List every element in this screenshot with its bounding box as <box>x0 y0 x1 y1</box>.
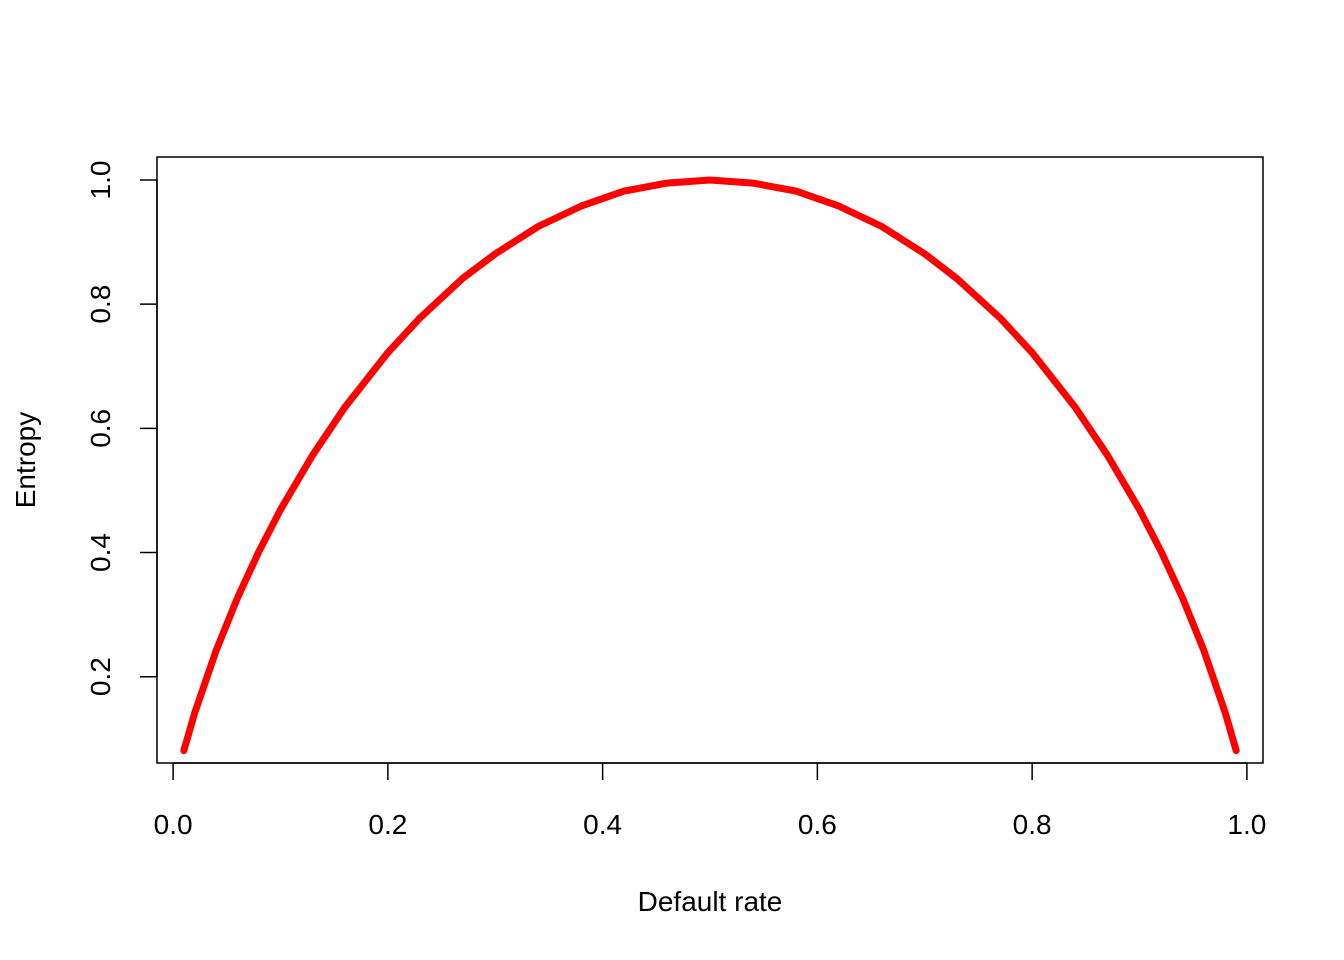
x-axis-title: Default rate <box>638 886 783 917</box>
x-axis: 0.0 0.2 0.4 0.6 0.8 1.0 <box>154 762 1266 840</box>
y-axis-title: Entropy <box>10 412 41 509</box>
y-tick-label: 0.8 <box>85 285 116 324</box>
y-tick-label: 0.2 <box>85 657 116 696</box>
series-layer <box>180 176 1240 755</box>
x-tick-label: 0.8 <box>1013 809 1052 840</box>
y-axis: 0.2 0.4 0.6 0.8 1.0 <box>85 161 158 696</box>
y-tick-label: 0.4 <box>85 533 116 572</box>
x-tick-label: 0.0 <box>154 809 193 840</box>
y-tick-label: 1.0 <box>85 161 116 200</box>
x-tick-label: 1.0 <box>1227 809 1266 840</box>
x-tick-label: 0.4 <box>583 809 622 840</box>
x-tick-label: 0.2 <box>368 809 407 840</box>
y-tick-label: 0.6 <box>85 409 116 448</box>
series-line <box>180 176 1240 755</box>
plot-frame <box>156 156 1264 764</box>
x-tick-label: 0.6 <box>798 809 837 840</box>
